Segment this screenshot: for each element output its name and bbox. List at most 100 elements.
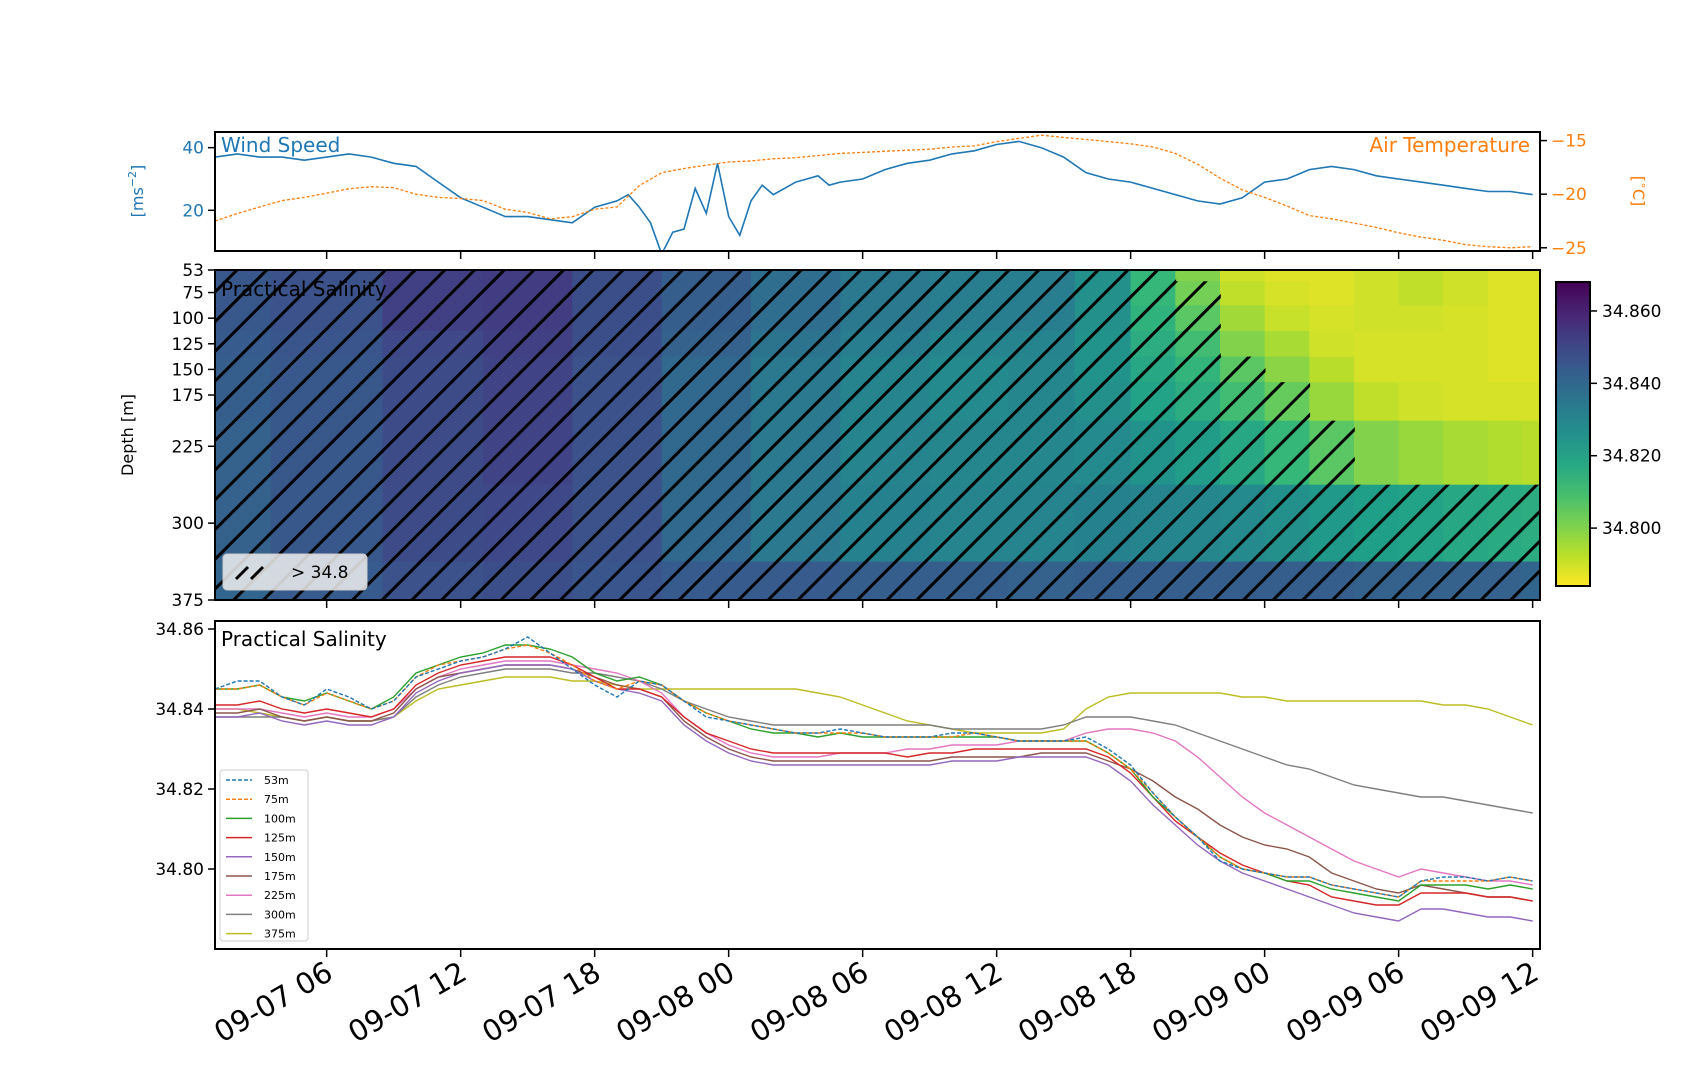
- timeseries-title: Practical Salinity: [221, 627, 387, 651]
- salinity-cell: [1443, 305, 1489, 332]
- salinity-cell: [1309, 331, 1355, 358]
- depth-tick-label: 53: [182, 261, 204, 281]
- hatch-cell: [1007, 305, 1076, 332]
- hatch-cell: [382, 270, 484, 283]
- salinity-tick-label: 34.82: [155, 780, 204, 800]
- salinity-cell: [1264, 356, 1311, 383]
- hatch-cell: [751, 270, 842, 283]
- hatch-cell: [483, 331, 574, 358]
- hatch-cell: [1309, 484, 1355, 563]
- hatch-cell: [1443, 484, 1489, 563]
- hatch-cell: [1175, 356, 1221, 383]
- depth-tick-label: 100: [172, 309, 204, 329]
- hatch-cell: [270, 331, 384, 358]
- salinity-tick-label: 34.80: [155, 860, 204, 880]
- meteorology-panel: 20 40 −15 −20 −25 Wind Speed Air Temperatur…: [126, 131, 1650, 259]
- hatch-cell: [1264, 382, 1311, 422]
- hatch-cell: [1175, 305, 1221, 332]
- hatch-cell: [1521, 484, 1540, 563]
- hatch-cell: [1007, 382, 1076, 422]
- hatch-cell: [840, 331, 931, 358]
- salinity-line-53m: [215, 636, 1533, 898]
- x-tick-label: 09-07 18: [476, 955, 606, 1050]
- salinity-cell: [1488, 356, 1523, 383]
- depth-tick-label: 225: [172, 437, 204, 457]
- salinity-cell: [1521, 331, 1540, 358]
- hatch-cell: [1220, 382, 1266, 422]
- hatch-cell: [929, 561, 1009, 600]
- hatch-cell: [1175, 420, 1221, 486]
- hatch-cell: [1074, 305, 1132, 332]
- hatch-cell: [1309, 561, 1355, 600]
- hatch-cell: [751, 281, 842, 307]
- salinity-cell: [1354, 382, 1400, 422]
- hatch-cell: [751, 484, 842, 563]
- hatch-cell: [1175, 281, 1221, 307]
- salinity-section-panel: 53 75 100 125 150 175 225 300 375 Practical Sali…: [118, 261, 1661, 611]
- salinity-cell: [1398, 331, 1445, 358]
- salinity-cell: [1488, 305, 1523, 332]
- salinity-cell: [1398, 305, 1445, 332]
- hatch-cell: [1074, 561, 1132, 600]
- hatch-cell: [1398, 484, 1445, 563]
- hatch-cell: [840, 420, 931, 486]
- salinity-cell: [1488, 270, 1523, 283]
- salinity-cell: [1521, 305, 1540, 332]
- hatch-cell: [661, 281, 752, 307]
- salinity-cell: [1264, 305, 1311, 332]
- salinity-cell: [1354, 305, 1400, 332]
- salinity-cell: [1354, 270, 1400, 283]
- wind-speed-tick-label: 40: [182, 139, 204, 159]
- hatch-cell: [270, 420, 384, 486]
- depth-tick-label: 125: [172, 335, 204, 355]
- salinity-line-175m: [215, 664, 1533, 902]
- salinity-cell: [1488, 420, 1523, 486]
- hatch-cell: [382, 420, 484, 486]
- hatch-cell: [382, 382, 484, 422]
- hatch-cell: [1521, 561, 1540, 600]
- colorbar-tick-label: 34.840: [1602, 374, 1661, 394]
- air-temperature-tick-label: −15: [1551, 132, 1587, 152]
- hatch-cell: [1130, 561, 1177, 600]
- hatch-cell: [572, 356, 663, 383]
- salinity-line-225m: [215, 660, 1533, 886]
- hatch-cell: [270, 281, 384, 307]
- hatch-cell: [1130, 484, 1177, 563]
- salinity-cell: [1521, 382, 1540, 422]
- hatch-cell: [1007, 561, 1076, 600]
- legend-label: 150m: [264, 851, 296, 864]
- hatch-cell: [215, 281, 272, 307]
- hatch-cell: [483, 270, 574, 283]
- hatch-cell: [215, 484, 272, 563]
- hatch-cell: [751, 561, 842, 600]
- x-tick-label: 09-09 12: [1414, 955, 1544, 1050]
- salinity-cell: [1220, 281, 1266, 307]
- salinity-cell: [1220, 270, 1266, 283]
- hatch-cell: [215, 382, 272, 422]
- hatch-cell: [751, 420, 842, 486]
- salinity-cell: [1175, 270, 1221, 283]
- salinity-cell: [1488, 331, 1523, 358]
- salinity-cell: [1398, 281, 1445, 307]
- hatch-cell: [1354, 561, 1400, 600]
- hatch-cell: [572, 382, 663, 422]
- air-temperature-line: [215, 134, 1533, 249]
- salinity-cell: [1488, 382, 1523, 422]
- hatch-cell: [483, 382, 574, 422]
- salinity-tick-label: 34.84: [155, 700, 204, 720]
- hatch-cell: [1007, 270, 1076, 283]
- hatch-cell: [840, 484, 931, 563]
- hatch-cell: [1220, 356, 1266, 383]
- hatch-cell: [382, 305, 484, 332]
- hatch-cell: [1175, 382, 1221, 422]
- depth-axis-label: Depth [m]: [118, 394, 137, 476]
- hatch-cell: [929, 331, 1009, 358]
- hatch-cell: [661, 356, 752, 383]
- hatch-cell: [483, 484, 574, 563]
- hatch-cell: [215, 356, 272, 383]
- hatch-cell: [1264, 420, 1311, 486]
- hatch-cell: [751, 382, 842, 422]
- hatch-cell: [572, 270, 663, 283]
- salinity-cell: [1521, 356, 1540, 383]
